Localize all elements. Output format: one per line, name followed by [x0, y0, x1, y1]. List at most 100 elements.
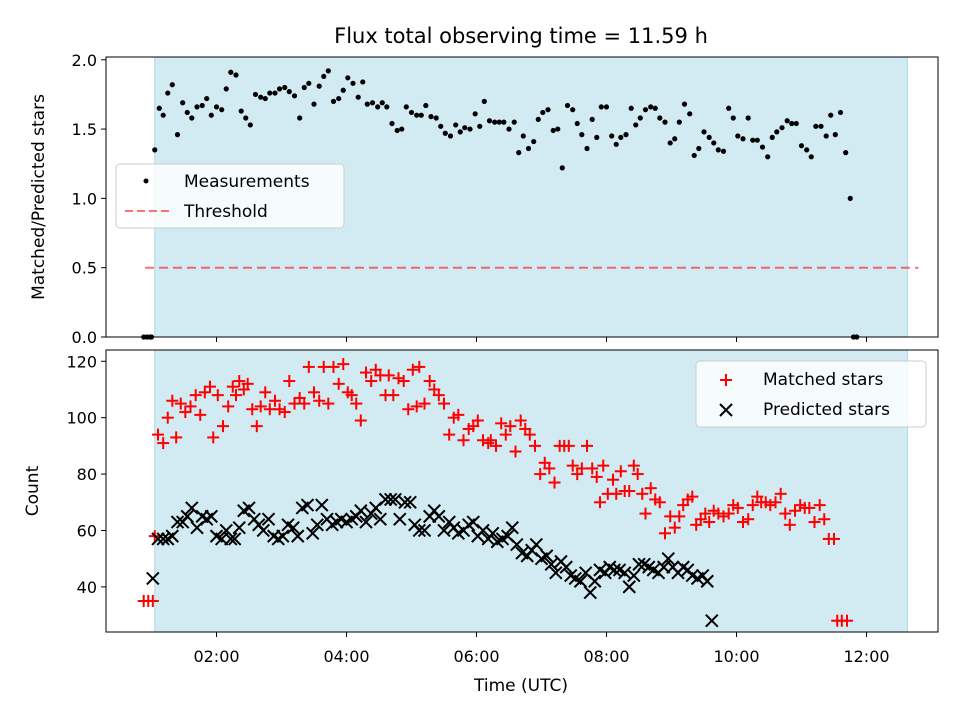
- matched-star-point: [737, 516, 749, 529]
- measurement-point: [832, 132, 838, 138]
- bottom-y-tick-label: 120: [66, 352, 97, 371]
- matched-star-point: [222, 400, 235, 413]
- measurement-point: [262, 95, 268, 102]
- predicted-star-point: [393, 512, 407, 526]
- matched-star-point: [644, 482, 657, 495]
- measurement-point: [399, 126, 405, 132]
- measurement-point: [403, 104, 409, 110]
- measurement-point: [477, 123, 483, 129]
- matched-star-point: [332, 377, 345, 390]
- matched-star-point: [523, 428, 536, 441]
- matched-star-point: [607, 473, 619, 486]
- measurement-point: [267, 90, 273, 96]
- top-y-axis-label: Matched/Predicted stars: [29, 94, 49, 300]
- predicted-star-point: [549, 566, 563, 580]
- measurement-point: [589, 116, 595, 122]
- measurement-point: [247, 122, 253, 128]
- measurement-point: [720, 148, 727, 154]
- measurement-point: [389, 120, 395, 127]
- measurement-point: [462, 125, 468, 131]
- matched-star-point: [548, 476, 561, 489]
- matched-star-point: [273, 403, 286, 416]
- x-tick-label: 10:00: [713, 647, 759, 666]
- matched-star-point: [387, 389, 400, 402]
- matched-star-point: [278, 406, 291, 419]
- measurement-point: [735, 133, 741, 139]
- measurement-point: [525, 145, 532, 152]
- measurement-point: [804, 147, 810, 153]
- measurement-point: [603, 104, 610, 110]
- matched-star-point: [529, 439, 541, 452]
- bottom-y-tick-label: 100: [66, 409, 97, 428]
- matched-star-point: [241, 377, 254, 390]
- measurement-point: [350, 80, 356, 86]
- top-axes-frame: [105, 56, 939, 338]
- measurement-point: [540, 109, 546, 116]
- measurement-point: [501, 119, 507, 125]
- matched-star-point: [254, 400, 267, 413]
- matched-star-point: [298, 397, 311, 410]
- measurement-point: [642, 107, 649, 113]
- measurement-point: [414, 112, 420, 118]
- measurement-point: [750, 137, 756, 143]
- top-y-tick-label: 0.0: [72, 328, 97, 347]
- matched-star-point: [722, 507, 735, 520]
- matched-star-point: [438, 397, 450, 410]
- measurement-point: [555, 126, 561, 132]
- measurement-point: [652, 105, 658, 111]
- matched-star-point: [418, 397, 431, 410]
- measurement-point: [726, 105, 732, 111]
- matched-star-point: [226, 380, 239, 393]
- matched-star-point: [194, 408, 207, 421]
- matched-star-point: [631, 468, 644, 481]
- matched-star-point: [789, 504, 801, 517]
- measurement-point: [793, 120, 799, 127]
- predicted-star-point: [539, 549, 554, 563]
- predicted-star-point: [403, 495, 417, 509]
- predicted-star-point: [227, 532, 242, 546]
- matched-star-point: [457, 434, 470, 447]
- predicted-star-point: [529, 537, 544, 552]
- predicted-star-point: [310, 518, 324, 532]
- predicted-star-point: [151, 532, 165, 546]
- measurement-point: [584, 145, 590, 152]
- measurement-point: [481, 98, 487, 104]
- measurement-point: [472, 111, 478, 117]
- matched-star-point: [774, 487, 787, 500]
- legend-matched-marker: [720, 374, 732, 386]
- matched-star-point: [337, 358, 350, 371]
- matched-star-point: [818, 513, 831, 526]
- matched-star-point: [610, 487, 623, 500]
- measurement-point: [847, 195, 853, 201]
- predicted-star-point: [300, 498, 315, 512]
- matched-star-point: [365, 375, 378, 388]
- predicted-star-point: [305, 526, 320, 541]
- measurement-point: [282, 84, 288, 91]
- measurement-point: [384, 104, 390, 110]
- matched-star-point: [327, 360, 340, 373]
- bottom-panel: 40 60 80 100 120 02:00 04:00 06:00 08:00 10:00 12…: [23, 349, 939, 696]
- measurement-point: [843, 150, 849, 156]
- matched-star-point: [410, 400, 423, 413]
- predicted-star-point: [383, 492, 398, 507]
- matched-star-point: [686, 490, 699, 503]
- measurement-point: [291, 93, 298, 99]
- predicted-star-point: [146, 571, 160, 586]
- predicted-star-point: [388, 492, 402, 507]
- bottom-y-tick-label: 60: [77, 521, 97, 540]
- bottom-legend: Matched stars Predicted stars: [695, 360, 927, 428]
- measurement-point: [238, 108, 244, 114]
- matched-star-point: [345, 389, 358, 402]
- matched-star-point: [639, 507, 652, 520]
- legend-matched-label: Matched stars: [763, 370, 883, 390]
- x-tick-label: 06:00: [453, 647, 499, 666]
- matched-star-point: [623, 485, 636, 497]
- matched-star-point: [354, 414, 367, 427]
- predicted-star-point: [607, 563, 622, 577]
- matched-star-point: [432, 389, 445, 402]
- measurement-point: [423, 102, 429, 109]
- measurement-point: [204, 95, 210, 102]
- matched-star-point: [443, 428, 456, 441]
- predicted-star-point: [617, 566, 632, 580]
